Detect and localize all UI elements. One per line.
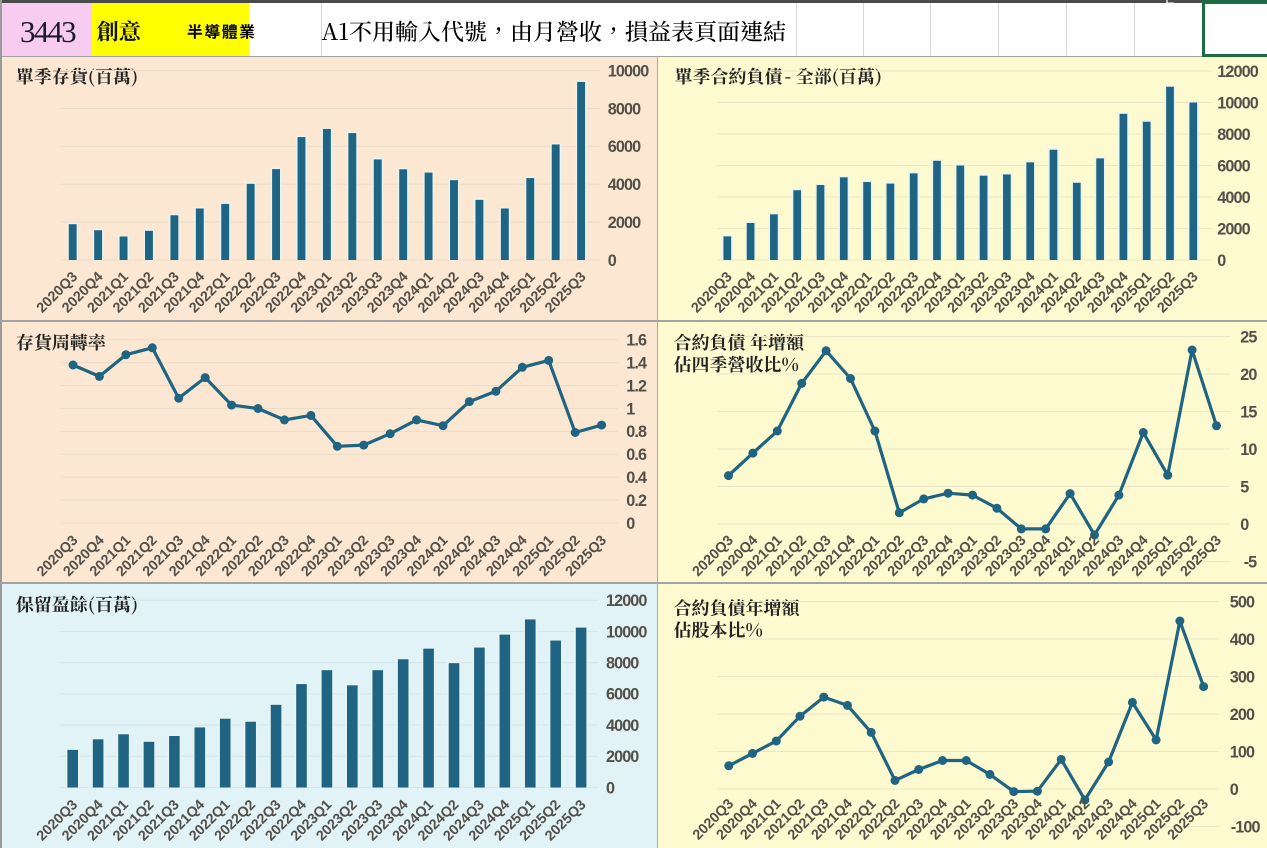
svg-text:100: 100 bbox=[1230, 743, 1255, 761]
svg-text:300: 300 bbox=[1230, 668, 1255, 686]
svg-text:15: 15 bbox=[1240, 403, 1257, 421]
svg-text:0.4: 0.4 bbox=[626, 469, 647, 487]
svg-text:10000: 10000 bbox=[606, 623, 647, 641]
svg-text:0.8: 0.8 bbox=[626, 423, 647, 441]
svg-text:5: 5 bbox=[1240, 478, 1249, 496]
svg-text:1.6: 1.6 bbox=[626, 332, 647, 350]
svg-text:4000: 4000 bbox=[608, 176, 641, 194]
svg-text:3443: 3443 bbox=[20, 14, 76, 49]
svg-text:1: 1 bbox=[626, 400, 635, 418]
svg-text:2000: 2000 bbox=[606, 748, 639, 766]
svg-text:4000: 4000 bbox=[606, 717, 639, 735]
svg-text:10000: 10000 bbox=[1217, 94, 1258, 112]
svg-text:8000: 8000 bbox=[1217, 126, 1250, 144]
svg-text:0: 0 bbox=[1217, 252, 1226, 270]
svg-text:400: 400 bbox=[1230, 631, 1255, 649]
svg-text:0: 0 bbox=[608, 252, 617, 270]
svg-text:2000: 2000 bbox=[1217, 220, 1250, 238]
svg-text:8000: 8000 bbox=[608, 100, 641, 118]
svg-text:10000: 10000 bbox=[608, 62, 649, 80]
svg-text:1.2: 1.2 bbox=[626, 377, 647, 395]
svg-text:200: 200 bbox=[1230, 706, 1255, 724]
svg-text:0: 0 bbox=[626, 515, 635, 533]
svg-text:500: 500 bbox=[1230, 593, 1255, 611]
svg-text:4000: 4000 bbox=[1217, 189, 1250, 207]
svg-text:20: 20 bbox=[1240, 366, 1257, 384]
svg-text:12000: 12000 bbox=[606, 592, 647, 610]
svg-text:25: 25 bbox=[1240, 328, 1257, 346]
svg-text:1.4: 1.4 bbox=[626, 355, 647, 373]
svg-text:0.2: 0.2 bbox=[626, 492, 647, 510]
svg-text:0: 0 bbox=[1230, 781, 1239, 799]
svg-text:-100: -100 bbox=[1231, 818, 1261, 836]
svg-text:12000: 12000 bbox=[1217, 63, 1258, 81]
svg-text:6000: 6000 bbox=[606, 686, 639, 704]
svg-text:-5: -5 bbox=[1244, 553, 1257, 571]
svg-text:10: 10 bbox=[1240, 441, 1257, 459]
svg-text:0.6: 0.6 bbox=[626, 446, 647, 464]
svg-text:6000: 6000 bbox=[608, 138, 641, 156]
svg-text:0: 0 bbox=[606, 779, 615, 797]
svg-text:0: 0 bbox=[1240, 516, 1249, 534]
svg-text:8000: 8000 bbox=[606, 655, 639, 673]
svg-text:6000: 6000 bbox=[1217, 157, 1250, 175]
svg-text:2000: 2000 bbox=[608, 214, 641, 232]
